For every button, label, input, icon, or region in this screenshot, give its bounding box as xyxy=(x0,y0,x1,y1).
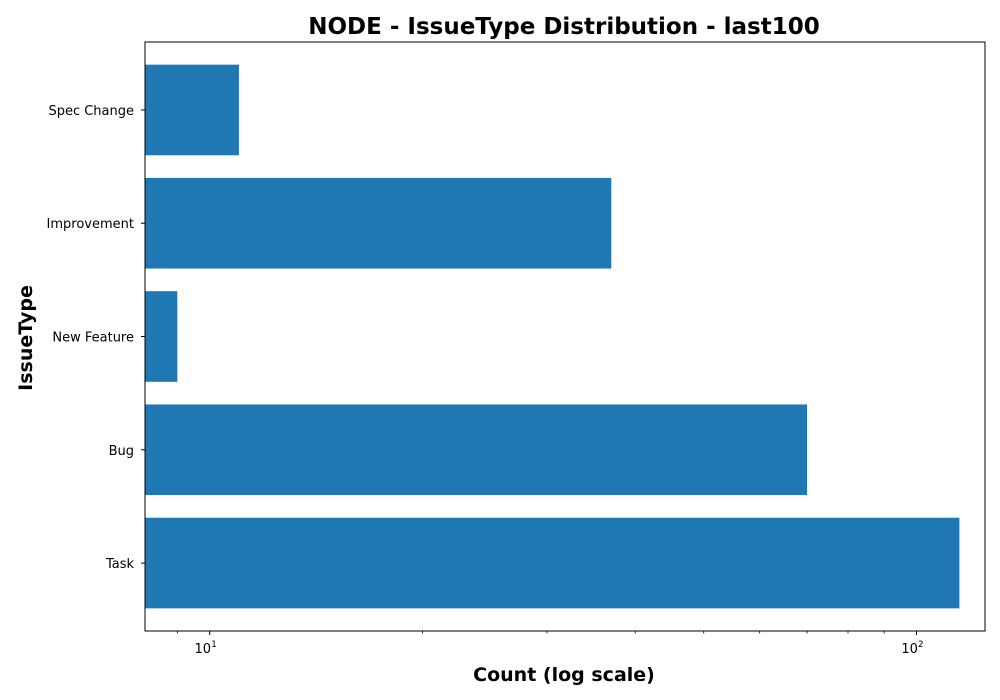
bar-bug xyxy=(145,404,808,496)
plot-frame xyxy=(144,41,986,632)
chart-title: NODE - IssueType Distribution - last100 xyxy=(308,14,820,40)
x-axis: 101 102 xyxy=(176,631,924,657)
y-tick-label-spec-change: Spec Change xyxy=(48,104,134,119)
y-tick-label-improvement: Improvement xyxy=(47,217,134,232)
x-tick-base: 10 xyxy=(195,642,212,657)
bar-improvement xyxy=(145,177,612,269)
y-axis-label: IssueType xyxy=(15,285,37,391)
bar-new-feature xyxy=(145,291,178,382)
y-tick-label-task: Task xyxy=(105,557,135,572)
y-tick-label-bug: Bug xyxy=(109,444,134,459)
y-tick-label-new-feature: New Feature xyxy=(52,331,134,346)
x-tick-label: 101 xyxy=(195,640,217,657)
x-tick-label: 102 xyxy=(901,640,923,657)
x-tick-exponent: 1 xyxy=(211,640,217,650)
bar-task xyxy=(145,517,960,609)
x-axis-label: Count (log scale) xyxy=(473,664,655,686)
bars-group xyxy=(145,64,960,609)
y-axis: Task Bug New Feature Improvement Spec Change xyxy=(47,104,145,572)
bar-spec-change xyxy=(145,64,239,156)
x-tick-exponent: 2 xyxy=(918,640,924,650)
x-tick-base: 10 xyxy=(901,642,918,657)
